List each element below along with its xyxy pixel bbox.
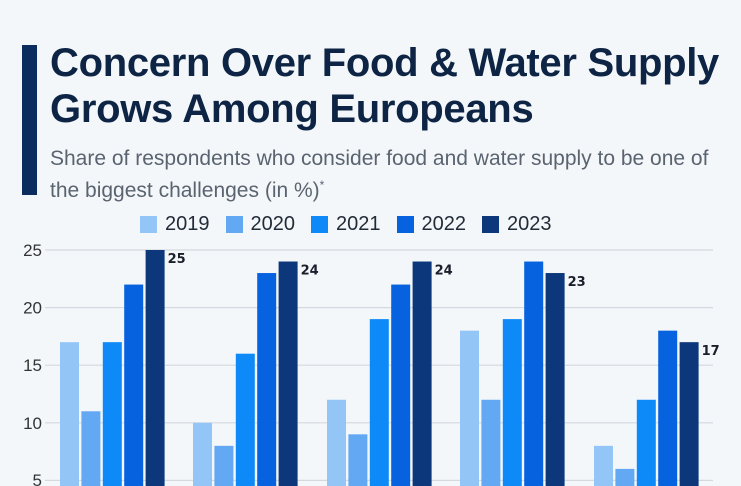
y-tick-label: 20	[23, 299, 42, 318]
legend-item-2023: 2023	[482, 213, 552, 236]
legend-label: 2022	[421, 213, 467, 235]
bar-2020	[214, 445, 234, 486]
legend-label: 2020	[250, 213, 296, 235]
legend-swatch	[225, 216, 243, 233]
bar-2020	[481, 399, 501, 486]
chart-title: Concern Over Food & Water Supply Grows A…	[50, 41, 719, 131]
bar-2019	[460, 330, 479, 486]
legend-item-2022: 2022	[396, 213, 467, 236]
footnote-marker: *	[319, 178, 325, 192]
bar-2023	[278, 261, 298, 486]
bar-2019	[60, 342, 79, 486]
data-label: 17	[702, 344, 720, 359]
bar-2021	[235, 353, 255, 486]
bar-2023	[679, 342, 699, 486]
y-tick-label: 15	[23, 356, 42, 375]
bar-2022	[658, 330, 678, 486]
legend-swatch	[140, 216, 157, 233]
legend-swatch	[311, 216, 328, 233]
bar-2020	[348, 434, 368, 486]
legend-label: 2019	[165, 213, 210, 235]
bar-2020	[615, 468, 635, 486]
bar-2020	[81, 411, 101, 486]
legend: 2019 2020 2021 2022 2023	[140, 213, 552, 236]
bar-2023	[145, 250, 165, 486]
legend-swatch	[482, 216, 499, 233]
data-label: 24	[435, 264, 453, 279]
bar-2021	[102, 342, 122, 486]
legend-item-2019: 2019	[140, 213, 210, 236]
y-tick-label: 25	[23, 241, 42, 260]
data-label: 25	[168, 252, 186, 267]
y-tick-label: 5	[33, 471, 42, 486]
y-tick-label: 10	[23, 414, 42, 433]
legend-item-2020: 2020	[225, 213, 296, 236]
data-label: 24	[301, 264, 319, 279]
bar-2021	[502, 319, 522, 486]
bar-2021	[636, 399, 656, 486]
bar-2019	[327, 399, 346, 486]
bar-2023	[545, 273, 565, 486]
data-label: 23	[568, 275, 586, 290]
legend-swatch	[396, 216, 414, 233]
bar-2022	[257, 273, 277, 486]
bar-2019	[193, 422, 212, 486]
legend-label: 2023	[507, 213, 552, 235]
legend-label: 2021	[336, 213, 381, 235]
bar-2019	[594, 445, 613, 486]
title-accent-bar	[22, 45, 37, 195]
bar-2022	[391, 284, 411, 486]
legend-item-2021: 2021	[311, 213, 381, 236]
bar-2021	[369, 319, 389, 486]
bar-2022	[124, 284, 144, 486]
bar-2022	[524, 261, 544, 486]
subtitle-text: Share of respondents who consider food a…	[50, 147, 709, 202]
chart-subtitle: Share of respondents who consider food a…	[50, 145, 740, 204]
bar-2023	[412, 261, 432, 486]
